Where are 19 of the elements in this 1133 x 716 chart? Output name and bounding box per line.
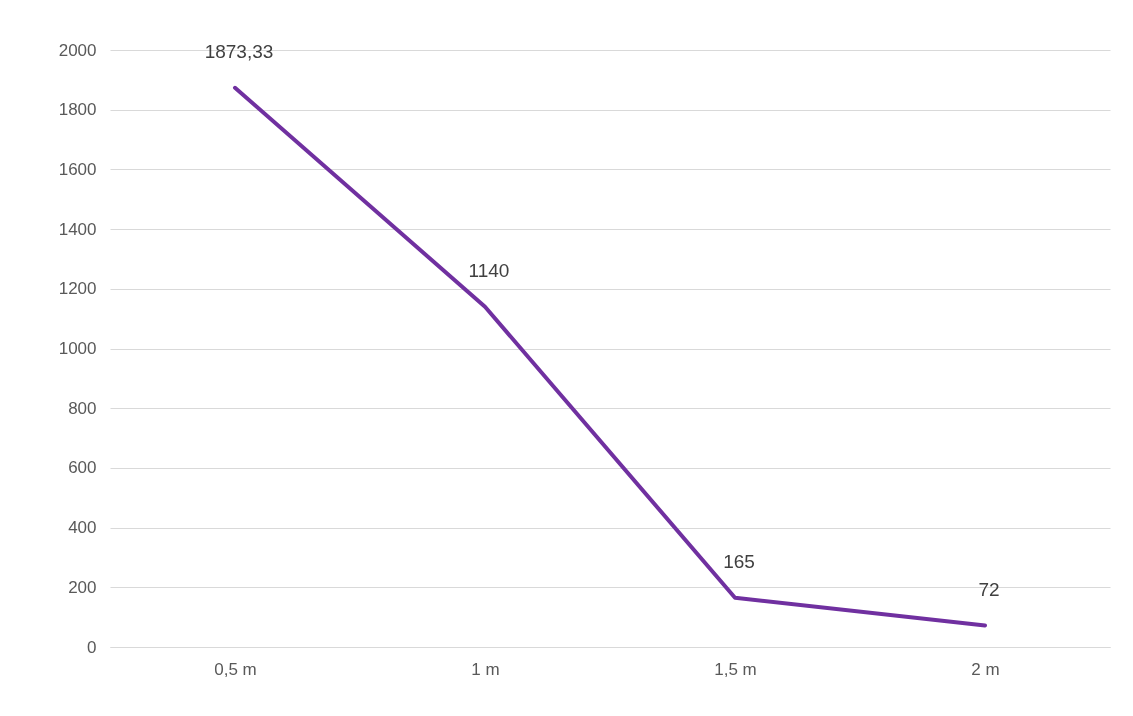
data-label: 165 [723, 550, 755, 572]
y-tick-label: 200 [68, 577, 97, 597]
data-label: 72 [978, 578, 1000, 600]
y-tick-label: 2000 [58, 40, 97, 60]
x-tick-label: 1,5 m [714, 659, 757, 679]
y-tick-label: 800 [68, 398, 97, 418]
x-tick-label: 0,5 m [214, 659, 257, 679]
y-tick-label: 1800 [58, 100, 97, 120]
y-tick-label: 1000 [58, 339, 97, 358]
y-tick-label: 1200 [58, 279, 97, 299]
data-label: 1140 [468, 259, 510, 281]
y-tick-label: 1400 [58, 219, 97, 239]
y-tick-label: 1600 [58, 159, 97, 179]
y-tick-label: 400 [68, 518, 97, 538]
data-label: 1873,33 [204, 40, 274, 62]
y-tick-label: 0 [87, 637, 97, 657]
x-tick-label: 1 m [471, 659, 500, 679]
y-tick-label: 600 [68, 458, 97, 478]
x-tick-label: 2 m [971, 659, 1000, 679]
